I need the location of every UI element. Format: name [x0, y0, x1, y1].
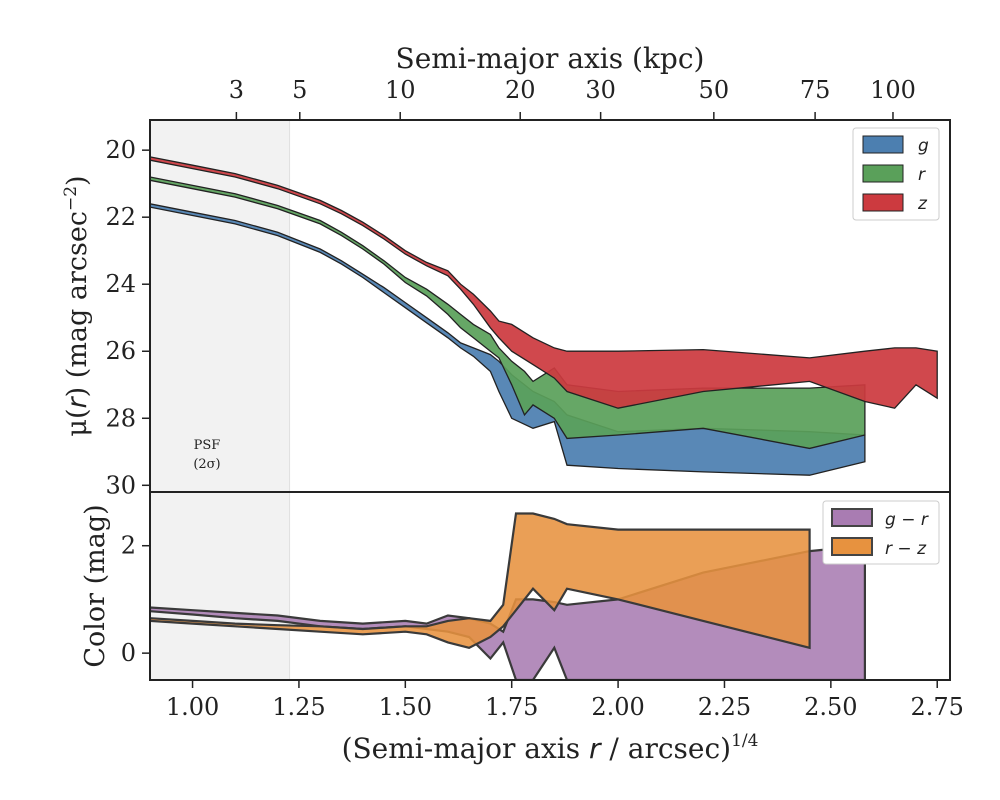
- x-tick-label: 2.75: [911, 693, 964, 721]
- x-tick-label: 1.75: [485, 693, 538, 721]
- x-tick-label: 2.00: [591, 693, 644, 721]
- band-r-z: [150, 512, 811, 650]
- top-axis-title: Semi-major axis (kpc): [396, 42, 705, 75]
- color-y-tick-label: 0: [121, 639, 136, 667]
- color-y-label: Color (mag): [80, 504, 111, 667]
- x-tick-label: 1.50: [379, 693, 432, 721]
- legend-label-g-r: g − r: [885, 510, 929, 530]
- x-axis-label: (Semi-major axis r / arcsec)1/4: [342, 731, 759, 765]
- psf-region-lower: [149, 491, 291, 681]
- surface-brightness-y-label: μ(r) (mag arcsec−2): [61, 175, 93, 436]
- surface-brightness-y-ticks: 20 22 24 26 28 30: [105, 136, 150, 499]
- psf-label-line2: (2σ): [193, 457, 220, 472]
- band-g: [150, 203, 866, 476]
- x-tick-label: 2.50: [804, 693, 857, 721]
- color-y-ticks: 02: [121, 532, 150, 667]
- color-panel: 02 1.00 1.25 1.50 1.75 2.00 2.25 2.50 2.75 g − …: [80, 491, 964, 721]
- y-tick-label: 22: [105, 203, 136, 231]
- x-axis-ticks: 1.00 1.25 1.50 1.75 2.00 2.25 2.50 2.75: [166, 680, 964, 721]
- legend-label-r: r: [918, 165, 926, 185]
- legend-label-r-z: r − z: [885, 539, 927, 559]
- surface-brightness-panel: PSF (2σ) 20 22 24 26 28 30 g r z μ(r) (mag ar…: [61, 119, 951, 499]
- legend-swatch-r: [862, 164, 904, 183]
- legend-swatch-g-r: [831, 508, 873, 527]
- y-tick-label: 20: [105, 136, 136, 164]
- top-tick-label: 75: [800, 76, 831, 104]
- top-tick-label: 3: [229, 76, 244, 104]
- legend-swatch-g: [862, 135, 904, 154]
- legend-swatch-r-z: [831, 537, 873, 556]
- x-tick-label: 2.25: [698, 693, 751, 721]
- legend-label-g: g: [918, 136, 929, 156]
- surface-brightness-legend: g r z: [852, 127, 940, 221]
- color-series: [150, 512, 866, 680]
- top-tick-label: 30: [585, 76, 616, 104]
- legend-label-z: z: [917, 194, 928, 214]
- top-tick-label: 20: [505, 76, 536, 104]
- surface-brightness-series: [150, 156, 938, 476]
- x-tick-label: 1.00: [166, 693, 219, 721]
- top-tick-label: 5: [292, 76, 307, 104]
- y-tick-label: 24: [105, 270, 136, 298]
- y-tick-label: 26: [105, 337, 136, 365]
- top-tick-label: 50: [699, 76, 730, 104]
- x-tick-label: 1.25: [272, 693, 325, 721]
- top-axis-ticks: 3 5 10 20 30 50 75 100: [229, 76, 916, 120]
- band-r: [150, 176, 866, 450]
- y-tick-label: 30: [105, 471, 136, 499]
- psf-region: [149, 119, 291, 493]
- color-legend: g − r r − z: [822, 500, 940, 565]
- band-z: [150, 156, 938, 409]
- top-tick-label: 10: [385, 76, 416, 104]
- color-y-tick-label: 2: [121, 532, 136, 560]
- legend-swatch-z: [862, 193, 904, 212]
- top-tick-label: 100: [870, 76, 916, 104]
- psf-label-line1: PSF: [194, 438, 221, 453]
- y-tick-label: 28: [105, 404, 136, 432]
- color-frame: [149, 491, 951, 681]
